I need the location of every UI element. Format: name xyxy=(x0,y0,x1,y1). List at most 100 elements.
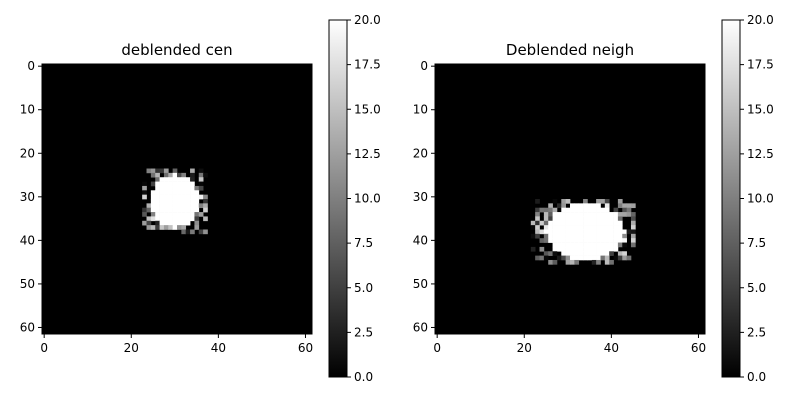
y-tick-label: 20 xyxy=(413,146,428,160)
heatmap-pixel xyxy=(190,177,195,182)
colorbar-tick-label: 2.5 xyxy=(354,325,373,339)
heatmap-pixel xyxy=(561,255,566,261)
heatmap-pixel xyxy=(142,185,147,191)
heatmap-pixel xyxy=(622,242,627,248)
heatmap-pixel xyxy=(626,229,632,235)
heatmap-pixel xyxy=(630,238,636,243)
colorbar-tick-label: 17.5 xyxy=(354,58,381,72)
heatmap-pixel xyxy=(556,255,562,261)
heatmap-pixel xyxy=(172,190,178,195)
heatmap-pixel xyxy=(185,212,191,217)
heatmap-pixel xyxy=(539,229,545,235)
heatmap-pixel xyxy=(185,199,191,204)
heatmap-pixel xyxy=(561,251,566,256)
heatmap-pixel xyxy=(578,251,584,256)
heatmap-pixel xyxy=(613,225,619,230)
heatmap-pixel xyxy=(535,216,540,222)
colorbar-tick-label: 15.0 xyxy=(747,102,774,116)
heatmap-pixel xyxy=(600,216,606,222)
heatmap-pixel xyxy=(600,220,606,226)
heatmap-pixel xyxy=(626,212,632,217)
heatmap-pixel xyxy=(574,203,580,209)
colorbar-tick-label: 17.5 xyxy=(747,58,774,72)
heatmap-pixel xyxy=(570,251,575,256)
heatmap-pixel xyxy=(155,203,160,209)
heatmap-pixel xyxy=(181,177,187,182)
heatmap-pixel xyxy=(181,203,187,209)
heatmap-pixel xyxy=(146,225,152,230)
heatmap-pixel xyxy=(570,259,575,265)
heatmap-pixel xyxy=(626,255,632,261)
heatmap-pixel xyxy=(194,185,200,191)
heatmap-pixel xyxy=(596,220,601,226)
heatmap-pixel xyxy=(583,207,588,213)
heatmap-pixel xyxy=(622,212,627,217)
heatmap-pixel xyxy=(163,190,169,195)
heatmap-pixel xyxy=(146,216,152,222)
heatmap-pixel xyxy=(155,212,160,217)
heatmap-pixel xyxy=(552,238,558,243)
heatmap-pixel xyxy=(583,246,588,252)
heatmap-pixel xyxy=(604,203,610,209)
heatmap-pixel xyxy=(561,212,566,217)
colorbar-tick-label: 5.0 xyxy=(747,281,766,295)
heatmap-pixel xyxy=(578,207,584,213)
heatmap-pixel xyxy=(622,229,627,235)
heatmap-pixel xyxy=(630,233,636,239)
heatmap-pixel xyxy=(163,220,169,226)
x-tick-label: 60 xyxy=(298,341,313,355)
heatmap-pixel xyxy=(609,238,614,243)
heatmap-pixel xyxy=(203,229,208,235)
heatmap-pixel xyxy=(561,246,566,252)
heatmap-pixel xyxy=(548,229,553,235)
heatmap-pixel xyxy=(198,177,204,182)
heatmap-pixel xyxy=(617,229,623,235)
heatmap-pixel xyxy=(613,242,619,248)
heatmap-pixel xyxy=(172,194,178,200)
heatmap-pixel xyxy=(600,229,606,235)
heatmap-pixel xyxy=(604,212,610,217)
heatmap-pixel xyxy=(194,194,200,200)
heatmap-pixel xyxy=(570,246,575,252)
heatmap-pixel xyxy=(150,181,156,187)
heatmap-pixel xyxy=(600,255,606,261)
heatmap-pixel xyxy=(604,246,610,252)
heatmap-pixel xyxy=(159,177,165,182)
heatmap-pixel xyxy=(565,225,571,230)
heatmap-pixel xyxy=(617,233,623,239)
colorbar-tick-label: 0.0 xyxy=(747,370,766,384)
heatmap-pixel xyxy=(150,203,156,209)
heatmap-pixel xyxy=(190,185,195,191)
heatmap-pixel xyxy=(163,168,169,174)
heatmap-pixel xyxy=(578,220,584,226)
heatmap-pixel xyxy=(596,233,601,239)
heatmap-pixel xyxy=(600,246,606,252)
heatmap-pixel xyxy=(185,185,191,191)
heatmap-pixel xyxy=(168,190,173,195)
colorbar-tick-label: 20.0 xyxy=(747,13,774,27)
heatmap-pixel xyxy=(194,207,200,213)
heatmap-pixel xyxy=(163,207,169,213)
heatmap-pixel xyxy=(552,216,558,222)
heatmap-pixel xyxy=(587,251,593,256)
heatmap-pixel xyxy=(548,259,553,265)
heatmap-pixel xyxy=(177,172,182,178)
heatmap-pixel xyxy=(591,238,597,243)
heatmap-pixel xyxy=(172,168,178,174)
heatmap-image xyxy=(42,64,312,334)
heatmap-pixel xyxy=(617,255,623,261)
heatmap-pixel xyxy=(600,242,606,248)
y-tick-label: 40 xyxy=(413,233,428,247)
heatmap-pixel xyxy=(591,242,597,248)
heatmap-pixel xyxy=(163,203,169,209)
heatmap-pixel xyxy=(617,238,623,243)
heatmap-pixel xyxy=(185,216,191,222)
heatmap-pixel xyxy=(548,238,553,243)
heatmap-pixel xyxy=(604,220,610,226)
heatmap-pixel xyxy=(543,229,549,235)
heatmap-pixel xyxy=(552,199,558,204)
heatmap-pixel xyxy=(181,199,187,204)
y-tick-label: 30 xyxy=(413,190,428,204)
heatmap-pixel xyxy=(613,212,619,217)
heatmap-pixel xyxy=(609,242,614,248)
